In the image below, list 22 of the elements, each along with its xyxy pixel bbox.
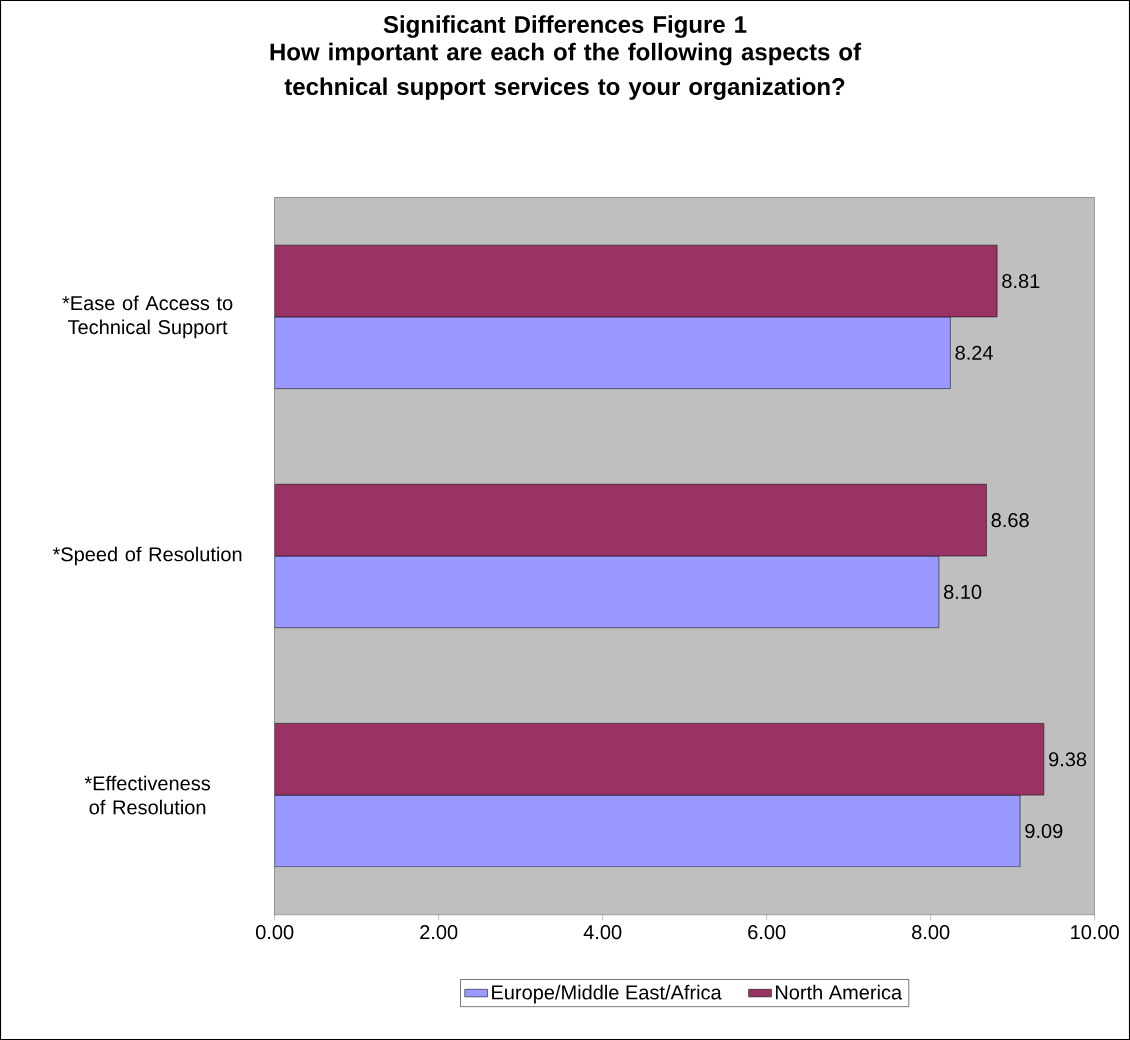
data-label: 9.09 [1025,823,1063,839]
x-tick-label: 4.00 [583,925,622,940]
x-tick-label: 8.00 [912,925,950,940]
chart-subtitle: How important are each of the following aspects of technical support services to your organization? [270,42,862,100]
legend-label: North America [775,984,903,1000]
data-label: 8.24 [955,345,993,360]
data-label: 8.10 [944,584,982,599]
bar [274,723,1045,796]
bar [274,484,987,557]
data-label: 8.81 [1002,273,1040,289]
x-tick-label: 6.00 [748,925,786,940]
y-tick-label: *Effectiveness of Resolution [84,775,211,815]
x-tick-label: 2.00 [420,925,458,940]
y-tick-label: *Ease of Access to Technical Support [62,295,233,339]
legend-label: Europe/Middle East/Africa [492,984,722,1004]
data-label: 9.38 [1049,752,1087,767]
bar [274,244,998,318]
data-label: 8.68 [991,513,1029,528]
x-tick-label: 0.00 [255,925,294,940]
y-tick-label: *Speed of Resolution [52,546,242,566]
x-tick-label: 10.00 [1071,925,1119,940]
chart-title: Significant Differences Figure 1 [383,15,747,38]
